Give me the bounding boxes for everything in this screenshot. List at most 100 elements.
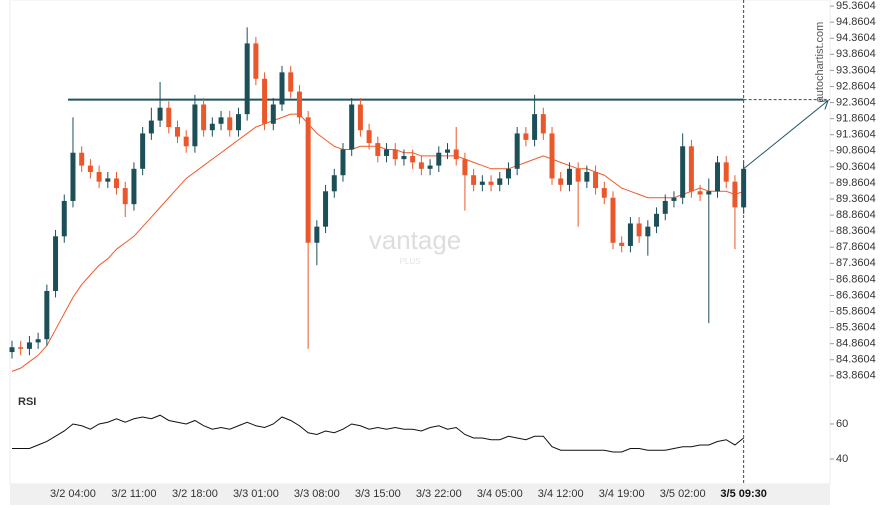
candle-body xyxy=(636,223,642,237)
candle-body xyxy=(9,347,15,353)
candle-body xyxy=(35,339,41,343)
source: autochartist.com xyxy=(814,22,826,103)
candle-body xyxy=(514,133,520,169)
candle-body xyxy=(715,162,721,192)
candle-body xyxy=(593,172,599,189)
x-tick-label: 3/3 08:00 xyxy=(294,488,340,500)
candle-body xyxy=(235,114,241,131)
candle-body xyxy=(505,168,511,179)
candle-body xyxy=(741,168,747,208)
candle-body xyxy=(410,155,416,163)
rsi-label: RSI xyxy=(18,396,36,408)
candle-body xyxy=(427,165,433,169)
candle-body xyxy=(732,181,738,208)
candle-body xyxy=(79,152,85,166)
candle-body xyxy=(523,133,529,140)
candle-body xyxy=(723,162,729,182)
x-tick-label: 3/4 19:00 xyxy=(599,488,645,500)
x-tick-label: 3/5 09:30 xyxy=(720,488,766,500)
candle-body xyxy=(645,226,651,237)
y-tick-label: 85.8604 xyxy=(836,305,876,317)
x-tick-label: 3/3 15:00 xyxy=(355,488,401,500)
candle-body xyxy=(462,159,468,176)
candle-body xyxy=(87,165,93,173)
watermark-sub: PLUS xyxy=(400,257,421,266)
y-tick-label: 93.3604 xyxy=(836,64,876,76)
candle-body xyxy=(479,181,485,185)
x-tick-label: 3/3 22:00 xyxy=(416,488,462,500)
x-tick-label: 3/2 11:00 xyxy=(111,488,156,500)
candle-body xyxy=(401,155,407,160)
candle-body xyxy=(497,178,503,185)
y-tick-label: 89.3604 xyxy=(836,193,876,205)
candle-body xyxy=(105,178,111,182)
candle-body xyxy=(96,172,102,182)
candle-body xyxy=(131,168,137,205)
y-tick-label: 86.3604 xyxy=(836,289,876,301)
y-tick-label: 91.3604 xyxy=(836,129,876,141)
candle-body xyxy=(262,78,268,124)
candle-body xyxy=(61,200,67,237)
candle-body xyxy=(253,43,259,79)
y-tick-label: 87.8604 xyxy=(836,241,876,253)
candle-body xyxy=(436,152,442,166)
y-tick-label: 84.3604 xyxy=(836,354,876,366)
rsi-tick-label: 40 xyxy=(836,453,848,465)
candle-body xyxy=(471,175,477,185)
candle-body xyxy=(392,149,398,160)
y-tick-label: 94.3604 xyxy=(836,32,876,44)
candle-body xyxy=(140,133,146,169)
candle-body xyxy=(453,149,459,160)
candle-body xyxy=(662,200,668,214)
candle-body xyxy=(488,181,494,185)
y-tick-label: 83.8604 xyxy=(836,370,876,382)
rsi-line xyxy=(12,414,744,453)
candle-body xyxy=(610,197,616,243)
y-tick-label: 92.3604 xyxy=(836,96,876,108)
y-tick-label: 86.8604 xyxy=(836,273,876,285)
candle-body xyxy=(270,104,276,124)
candle-body xyxy=(323,191,329,227)
y-tick-label: 94.8604 xyxy=(836,16,876,28)
y-tick-label: 90.3604 xyxy=(836,161,876,173)
candle-body xyxy=(706,191,712,195)
plot-frame xyxy=(9,0,831,485)
candle-body xyxy=(305,117,311,243)
candle-body xyxy=(279,72,285,105)
y-tick-label: 87.3604 xyxy=(836,257,876,269)
candle-body xyxy=(654,213,660,227)
candle-body xyxy=(575,168,581,182)
candle-body xyxy=(540,114,546,134)
candle-body xyxy=(584,172,590,182)
candle-body xyxy=(697,191,703,195)
candle-body xyxy=(174,126,180,137)
x-tick-label: 3/4 12:00 xyxy=(538,488,584,500)
candle-body xyxy=(201,104,207,131)
candle-body xyxy=(340,149,346,176)
candle-body xyxy=(53,236,59,291)
candle-body xyxy=(209,123,215,131)
candle-body xyxy=(148,120,154,134)
candle-body xyxy=(357,104,363,131)
candle-body xyxy=(375,143,381,156)
y-tick-label: 90.8604 xyxy=(836,145,876,157)
candle-body xyxy=(558,178,564,185)
x-axis-band xyxy=(10,484,830,505)
candle-body xyxy=(418,162,424,169)
y-tick-label: 85.3604 xyxy=(836,322,876,334)
candle-body xyxy=(44,290,50,340)
candle-body xyxy=(331,175,337,192)
candle-body xyxy=(384,149,390,156)
y-tick-label: 95.3604 xyxy=(836,0,876,12)
candle-body xyxy=(601,188,607,198)
candle-body xyxy=(18,347,24,349)
candle-body xyxy=(288,72,294,92)
candle-body xyxy=(166,107,172,127)
y-tick-label: 88.8604 xyxy=(836,209,876,221)
candle-body xyxy=(70,152,76,201)
y-tick-label: 89.8604 xyxy=(836,177,876,189)
candle-body xyxy=(688,146,694,192)
y-tick-label: 92.8604 xyxy=(836,80,876,92)
candle-body xyxy=(671,197,677,201)
candle-body xyxy=(296,91,302,118)
